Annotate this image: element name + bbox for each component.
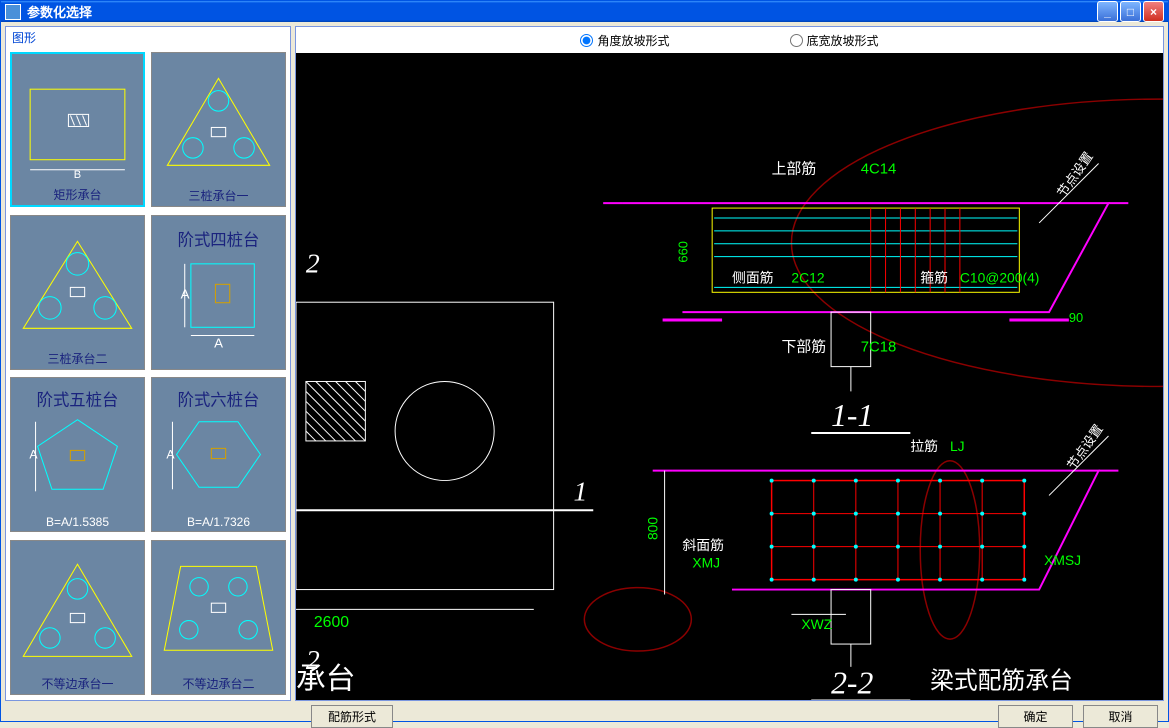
thumb-caption: 不等边承台一 bbox=[11, 675, 144, 692]
svg-text:箍筋: 箍筋 bbox=[920, 269, 948, 285]
thumb-caption: 不等边承台二 bbox=[152, 675, 285, 692]
thumb-step5[interactable]: 阶式五桩台 A B=A/1.5385 bbox=[10, 377, 145, 532]
thumbnail-grid: B 矩形承台 三桩承台一 三桩承台二 阶式四桩台 A A 阶式五桩台 A B=A/1.… bbox=[6, 48, 290, 700]
svg-text:660: 660 bbox=[675, 241, 690, 262]
svg-text:B: B bbox=[74, 169, 81, 181]
rebar-form-button[interactable]: 配筋形式 bbox=[311, 705, 393, 728]
thumb-step4[interactable]: 阶式四桩台AA bbox=[151, 215, 286, 370]
thumb-tri2[interactable]: 三桩承台二 bbox=[10, 215, 145, 370]
svg-text:90: 90 bbox=[1069, 310, 1083, 325]
radio-row: 角度放坡形式 底宽放坡形式 bbox=[296, 27, 1163, 53]
svg-text:下部筋: 下部筋 bbox=[782, 339, 827, 356]
svg-text:阶式五桩台: 阶式五桩台 bbox=[37, 391, 119, 409]
svg-text:800: 800 bbox=[645, 517, 661, 540]
svg-text:2C12: 2C12 bbox=[791, 269, 824, 285]
svg-text:4C14: 4C14 bbox=[861, 161, 897, 177]
svg-text:斜面筋: 斜面筋 bbox=[682, 537, 724, 553]
svg-text:XWZ: XWZ bbox=[801, 616, 832, 632]
main-window: 参数化选择 _ □ × 图形 B 矩形承台 三桩承台一 三桩承台二 bbox=[0, 0, 1169, 722]
titlebar: 参数化选择 _ □ × bbox=[1, 1, 1168, 22]
thumb-caption: 三桩承台一 bbox=[152, 187, 285, 204]
svg-text:节点设置: 节点设置 bbox=[1064, 421, 1106, 472]
svg-text:梁式配筋承台: 梁式配筋承台 bbox=[930, 668, 1073, 695]
radio-angle[interactable]: 角度放坡形式 bbox=[580, 32, 669, 49]
radio-angle-input[interactable] bbox=[580, 34, 593, 47]
svg-text:2: 2 bbox=[306, 248, 320, 279]
svg-text:2600: 2600 bbox=[314, 614, 349, 631]
ok-button[interactable]: 确定 bbox=[998, 705, 1073, 728]
radio-width[interactable]: 底宽放坡形式 bbox=[790, 32, 879, 49]
thumb-tri1[interactable]: 三桩承台一 bbox=[151, 52, 286, 207]
svg-text:A: A bbox=[214, 335, 223, 350]
group-label: 图形 bbox=[6, 27, 290, 48]
svg-text:侧面筋: 侧面筋 bbox=[732, 269, 774, 285]
thumb-uneq1[interactable]: 不等边承台一 bbox=[10, 540, 145, 695]
svg-text:XMJ: XMJ bbox=[692, 555, 720, 571]
thumb-subcaption: B=A/1.7326 bbox=[152, 515, 285, 529]
thumb-caption: 矩形承台 bbox=[12, 186, 143, 203]
svg-text:C10@200(4): C10@200(4) bbox=[960, 269, 1040, 285]
svg-text:1-1: 1-1 bbox=[831, 398, 873, 433]
cad-preview: 2212600承台66090上部筋4C14侧面筋2C12箍筋C10@200(4)… bbox=[296, 53, 1163, 700]
bottom-bar: 配筋形式 确定 取消 bbox=[1, 705, 1168, 728]
svg-text:A: A bbox=[166, 448, 175, 462]
svg-text:2-2: 2-2 bbox=[831, 666, 873, 700]
svg-text:承台: 承台 bbox=[296, 663, 355, 696]
preview-panel: 角度放坡形式 底宽放坡形式 2212600承台66090上部筋4C14侧面筋2C… bbox=[295, 26, 1164, 701]
svg-text:XMSJ: XMSJ bbox=[1044, 552, 1081, 568]
shape-panel: 图形 B 矩形承台 三桩承台一 三桩承台二 阶式四桩台 A A bbox=[5, 26, 291, 701]
thumb-rect[interactable]: B 矩形承台 bbox=[10, 52, 145, 207]
radio-width-input[interactable] bbox=[790, 34, 803, 47]
cad-drawing: 2212600承台66090上部筋4C14侧面筋2C12箍筋C10@200(4)… bbox=[296, 53, 1163, 700]
cancel-button[interactable]: 取消 bbox=[1083, 705, 1158, 728]
svg-text:7C18: 7C18 bbox=[861, 340, 897, 356]
svg-text:A: A bbox=[29, 448, 38, 462]
thumb-caption: 三桩承台二 bbox=[11, 350, 144, 367]
svg-text:阶式四桩台: 阶式四桩台 bbox=[178, 231, 260, 249]
window-title: 参数化选择 bbox=[27, 2, 1095, 21]
svg-text:拉筋: 拉筋 bbox=[910, 438, 938, 454]
svg-text:阶式六桩台: 阶式六桩台 bbox=[178, 391, 260, 409]
app-icon bbox=[5, 4, 21, 20]
svg-text:LJ: LJ bbox=[950, 438, 965, 454]
minimize-button[interactable]: _ bbox=[1097, 1, 1118, 22]
thumb-subcaption: B=A/1.5385 bbox=[11, 515, 144, 529]
thumb-uneq2[interactable]: 不等边承台二 bbox=[151, 540, 286, 695]
thumb-step6[interactable]: 阶式六桩台 A B=A/1.7326 bbox=[151, 377, 286, 532]
close-button[interactable]: × bbox=[1143, 1, 1164, 22]
svg-text:1: 1 bbox=[573, 476, 587, 507]
maximize-button[interactable]: □ bbox=[1120, 1, 1141, 22]
svg-text:上部筋: 上部筋 bbox=[772, 160, 817, 177]
svg-text:节点设置: 节点设置 bbox=[1054, 149, 1096, 200]
content-area: 图形 B 矩形承台 三桩承台一 三桩承台二 阶式四桩台 A A bbox=[1, 22, 1168, 705]
